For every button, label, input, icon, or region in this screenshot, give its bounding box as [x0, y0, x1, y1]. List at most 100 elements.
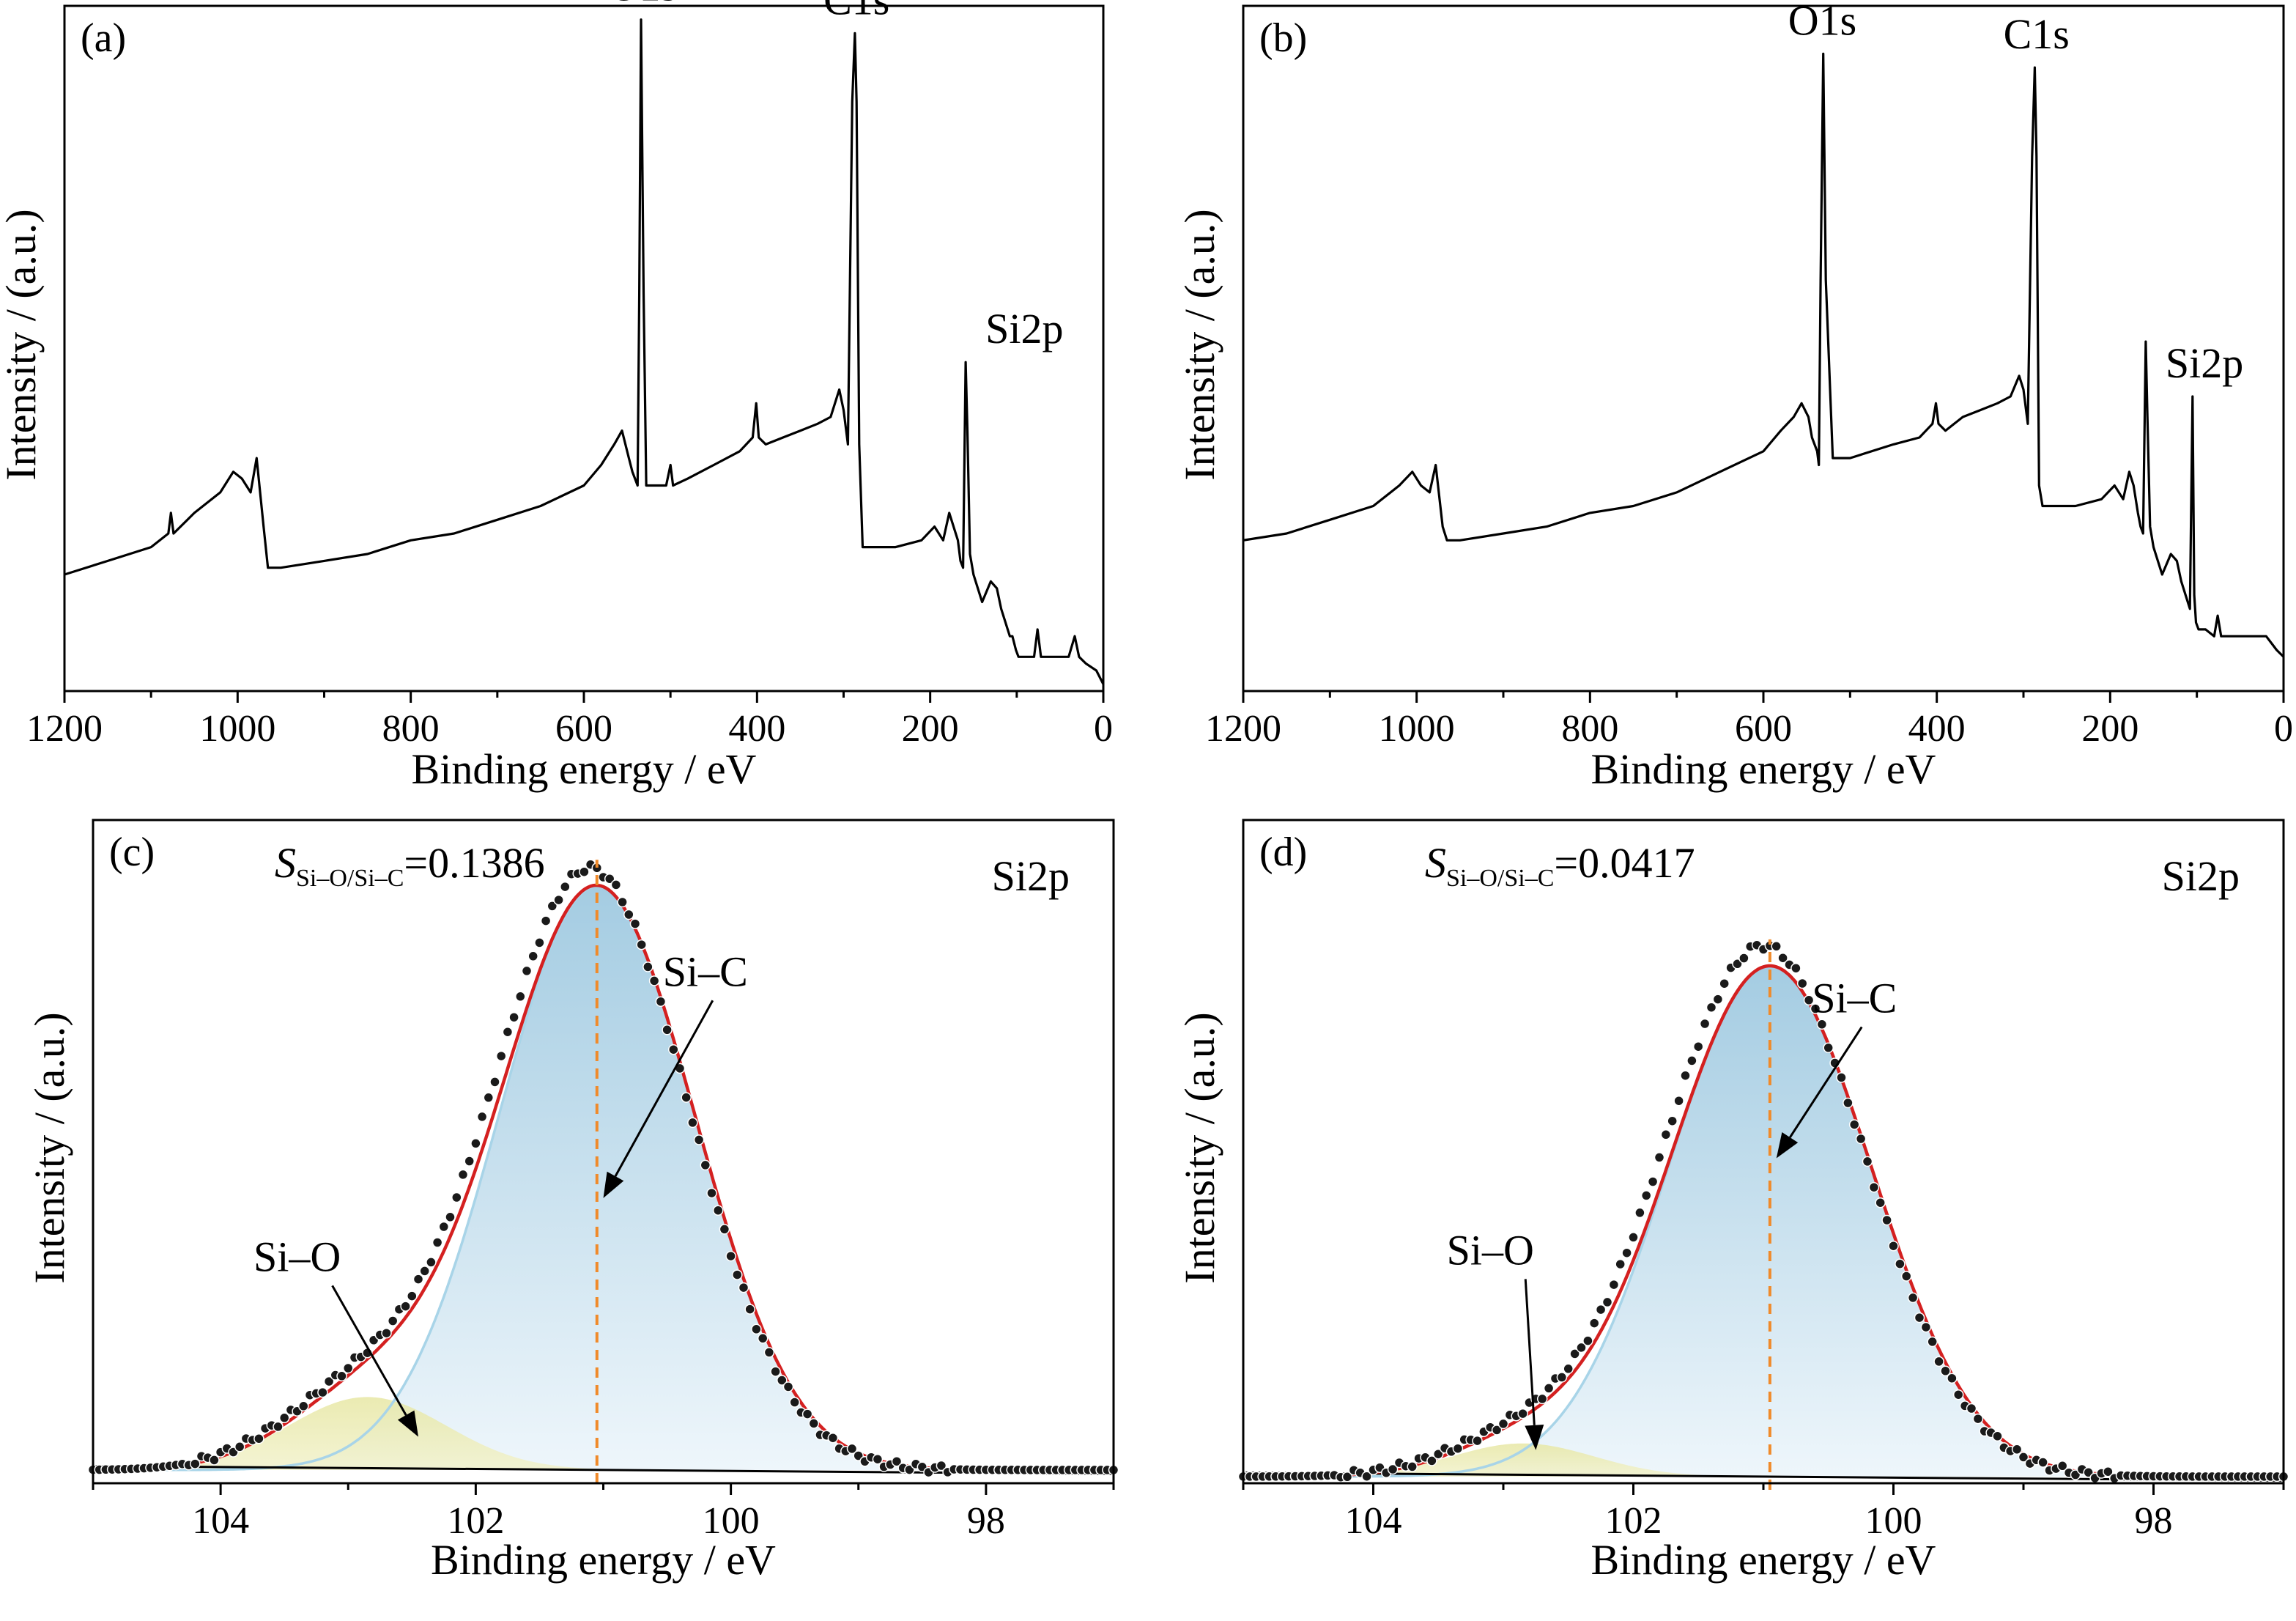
data-point: [1660, 1129, 1672, 1140]
data-point: [495, 1050, 507, 1062]
region-label: Si2p: [2162, 852, 2240, 900]
data-point: [872, 1453, 884, 1465]
data-point: [1796, 978, 1808, 989]
x-tick-label: 104: [1345, 1500, 1402, 1542]
data-point: [464, 1156, 475, 1167]
data-point: [763, 1347, 775, 1358]
data-point: [770, 1366, 781, 1377]
data-point: [1517, 1408, 1528, 1419]
data-point: [400, 1301, 411, 1312]
x-tick-label: 200: [902, 708, 959, 750]
data-point: [553, 894, 564, 906]
data-point: [336, 1370, 347, 1382]
data-point: [1972, 1413, 1984, 1425]
data-point: [387, 1315, 399, 1326]
data-point: [1927, 1336, 1938, 1348]
data-point: [1491, 1425, 1503, 1436]
data-point: [1855, 1133, 1867, 1145]
data-point: [1576, 1342, 1587, 1354]
data-point: [1732, 959, 1743, 970]
arrow-head: [603, 1171, 624, 1198]
data-point: [801, 1408, 813, 1419]
data-point: [668, 1044, 679, 1055]
ratio-symbol: S: [275, 839, 296, 887]
component-label-si-o: Si–O: [1447, 1226, 1534, 1274]
component-fill-si-o: [93, 1397, 1114, 1470]
x-tick-label: 102: [1605, 1500, 1662, 1542]
arrow-shaft: [331, 1285, 407, 1416]
region-label: Si2p: [992, 852, 1070, 900]
x-tick-label: 0: [1094, 708, 1113, 750]
data-point: [1341, 1472, 1353, 1482]
data-point: [502, 1026, 514, 1038]
x-tick-label: 800: [1561, 708, 1618, 750]
data-point: [412, 1274, 424, 1285]
x-tick-label: 98: [967, 1500, 1005, 1542]
plot-frame: [63, 4, 1105, 693]
data-point: [1881, 1214, 1892, 1226]
data-point: [1816, 1019, 1828, 1030]
data-point: [757, 1333, 769, 1344]
x-tick-label: 1000: [1379, 708, 1455, 750]
data-point: [1543, 1383, 1555, 1394]
data-point: [1432, 1448, 1444, 1460]
x-axis-label: Binding energy / eV: [412, 745, 757, 793]
data-point: [1914, 1312, 1925, 1323]
arrow-head: [1776, 1131, 1799, 1159]
data-point: [190, 1458, 201, 1469]
data-point: [317, 1386, 328, 1398]
plot-frame: [1242, 4, 2285, 693]
ratio-value: =0.0417: [1554, 839, 1695, 887]
data-point: [1790, 962, 1801, 974]
x-tick-label: 0: [2274, 708, 2293, 750]
data-point: [1907, 1292, 1919, 1304]
area-ratio: SSi–O/Si–C=0.1386: [275, 839, 545, 892]
data-point: [527, 950, 538, 962]
data-point: [808, 1418, 820, 1429]
data-point: [1933, 1356, 1944, 1367]
x-tick-label: 800: [382, 708, 440, 750]
data-point: [515, 991, 526, 1002]
data-point: [719, 1224, 730, 1235]
y-axis-label: Intensity / (a.u.): [1176, 1012, 1223, 1283]
data-point: [1947, 1373, 1958, 1384]
data-point: [1634, 1207, 1645, 1219]
data-point: [712, 1205, 724, 1216]
data-point: [744, 1304, 755, 1315]
data-point: [1595, 1304, 1607, 1315]
data-point: [1692, 1041, 1704, 1052]
data-point: [1810, 1003, 1821, 1014]
data-point: [636, 939, 647, 950]
data-point: [751, 1323, 762, 1335]
data-point: [508, 1011, 519, 1023]
data-point: [604, 873, 615, 885]
data-point: [253, 1433, 264, 1444]
x-axis-label: Binding energy / eV: [431, 1536, 776, 1584]
data-point: [1843, 1097, 1854, 1109]
data-point: [1699, 1018, 1711, 1030]
ratio-subscript: Si–O/Si–C: [1446, 865, 1554, 892]
y-axis-label: Intensity / (a.u.): [0, 209, 45, 480]
data-point: [655, 996, 667, 1007]
data-point: [278, 1412, 290, 1424]
data-point: [732, 1269, 743, 1280]
ratio-value: =0.1386: [404, 839, 544, 887]
data-point: [1803, 994, 1815, 1006]
data-point: [725, 1250, 736, 1262]
data-point: [1673, 1095, 1684, 1107]
peak-label-o1s: O1s: [1788, 0, 1856, 44]
data-point: [1992, 1430, 2003, 1442]
peak-label-si2p: Si2p: [2166, 339, 2243, 387]
ratio-symbol: S: [1425, 839, 1446, 887]
data-point: [1875, 1197, 1886, 1208]
data-point: [381, 1327, 392, 1339]
data-point: [1895, 1258, 1906, 1269]
data-point: [1615, 1258, 1626, 1270]
panel-c: Si–C Si–O SSi–O/Si–C=0.1386 Si2p 104 102 100 98…: [26, 819, 1119, 1584]
data-point: [1601, 1296, 1613, 1308]
data-point: [1952, 1389, 1964, 1400]
data-point: [419, 1266, 430, 1277]
data-point: [1407, 1461, 1418, 1472]
data-point: [610, 879, 622, 890]
